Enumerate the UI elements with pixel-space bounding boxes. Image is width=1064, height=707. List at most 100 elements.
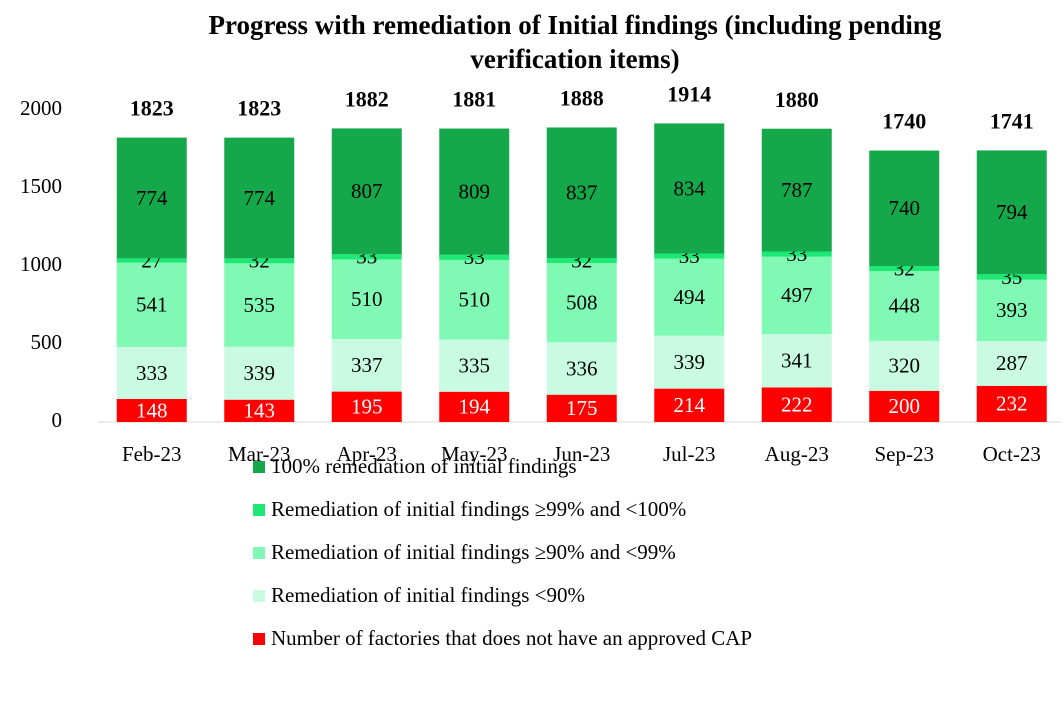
bar-segment xyxy=(976,150,1047,275)
data-label: 222 xyxy=(781,392,813,416)
bar-segment xyxy=(869,266,940,271)
bar-segment xyxy=(331,259,402,340)
data-label: 794 xyxy=(996,200,1028,224)
total-label: 1888 xyxy=(560,86,604,111)
x-tick-label: Sep-23 xyxy=(875,442,935,466)
bar-segment xyxy=(976,341,1047,386)
data-label: 195 xyxy=(351,395,383,419)
data-label: 336 xyxy=(566,356,598,380)
data-label: 143 xyxy=(244,399,276,423)
x-tick-label: Feb-23 xyxy=(122,442,182,466)
legend-swatch xyxy=(253,633,265,645)
bar-segment xyxy=(331,339,402,392)
total-label: 1881 xyxy=(452,87,496,112)
y-tick-label: 1000 xyxy=(20,252,62,276)
legend-swatch xyxy=(253,461,265,473)
bar-segment xyxy=(331,128,402,255)
bar-segment xyxy=(976,274,1047,280)
y-tick-label: 0 xyxy=(52,408,63,432)
data-label: 287 xyxy=(996,351,1028,375)
bar-segment xyxy=(331,391,402,422)
y-tick-label: 1500 xyxy=(20,174,62,198)
bar-segment xyxy=(546,258,617,264)
bar-segment xyxy=(439,339,510,392)
bar-segment xyxy=(869,390,940,422)
data-label: 337 xyxy=(351,353,383,377)
total-label: 1880 xyxy=(775,87,819,112)
data-label: 809 xyxy=(459,179,491,203)
bar-segment xyxy=(224,346,295,400)
bar-segment xyxy=(331,254,402,260)
bar-segment xyxy=(869,340,940,391)
data-label: 497 xyxy=(781,283,813,307)
bar-segment xyxy=(654,335,725,389)
chart-title: verification items) xyxy=(470,44,679,74)
data-label: 200 xyxy=(889,394,921,418)
data-label: 232 xyxy=(996,392,1028,416)
bar-segment xyxy=(654,388,725,422)
data-label: 335 xyxy=(459,353,491,377)
data-label: 448 xyxy=(889,294,921,318)
x-tick-label: Apr-23 xyxy=(337,442,397,466)
bar-segment xyxy=(761,387,832,422)
legend-label: 100% remediation of initial findings xyxy=(271,454,577,478)
bar-segment xyxy=(224,137,295,259)
data-label: 510 xyxy=(459,288,491,312)
data-label: 214 xyxy=(674,393,706,417)
data-label: 320 xyxy=(889,354,921,378)
y-tick-label: 2000 xyxy=(20,96,62,120)
y-tick-label: 500 xyxy=(31,330,63,354)
chart-title: Progress with remediation of Initial fin… xyxy=(209,10,942,40)
data-label: 175 xyxy=(566,396,598,420)
legend-swatch xyxy=(253,504,265,516)
legend-label: Remediation of initial findings <90% xyxy=(271,583,585,607)
bar-segment xyxy=(116,398,187,422)
data-label: 339 xyxy=(244,361,276,385)
bar-segment xyxy=(439,128,510,255)
data-label: 837 xyxy=(566,181,598,205)
total-label: 1740 xyxy=(882,109,926,134)
data-label: 339 xyxy=(674,350,706,374)
data-label: 774 xyxy=(244,186,276,210)
data-label: 535 xyxy=(244,293,276,317)
total-label: 1823 xyxy=(237,96,281,121)
bar-segment xyxy=(976,279,1047,342)
bar-segment xyxy=(546,342,617,395)
data-label: 148 xyxy=(136,398,168,422)
bar-segment xyxy=(116,262,187,347)
data-label: 541 xyxy=(136,293,168,317)
bar-segment xyxy=(116,346,187,399)
data-label: 807 xyxy=(351,179,383,203)
bar-segment xyxy=(546,394,617,422)
x-tick-label: Jul-23 xyxy=(663,442,716,466)
bar-segment xyxy=(116,258,187,263)
bar-segment xyxy=(761,128,832,252)
legend-label: Number of factories that does not have a… xyxy=(271,626,752,650)
bar-segment xyxy=(439,391,510,422)
data-label: 494 xyxy=(674,285,706,309)
data-label: 194 xyxy=(459,395,491,419)
bar-segment xyxy=(761,256,832,335)
data-label: 510 xyxy=(351,287,383,311)
bar-segment xyxy=(439,259,510,340)
bar-segment xyxy=(654,123,725,254)
bar-segment xyxy=(869,150,940,266)
data-label: 740 xyxy=(889,196,921,220)
legend-label: Remediation of initial findings ≥90% and… xyxy=(271,540,676,564)
bar-segment xyxy=(439,254,510,260)
bar-segment xyxy=(546,127,617,259)
data-label: 341 xyxy=(781,349,813,373)
bar-segment xyxy=(116,137,187,259)
data-label: 834 xyxy=(674,176,706,200)
x-tick-label: May-23 xyxy=(441,442,508,466)
x-tick-label: Oct-23 xyxy=(983,442,1041,466)
bar-segment xyxy=(976,385,1047,422)
data-label: 774 xyxy=(136,186,168,210)
data-label: 508 xyxy=(566,290,598,314)
legend-swatch xyxy=(253,547,265,559)
total-label: 1882 xyxy=(345,86,389,111)
data-label: 393 xyxy=(996,298,1028,322)
data-label: 787 xyxy=(781,178,813,202)
legend-label: Remediation of initial findings ≥99% and… xyxy=(271,497,686,521)
